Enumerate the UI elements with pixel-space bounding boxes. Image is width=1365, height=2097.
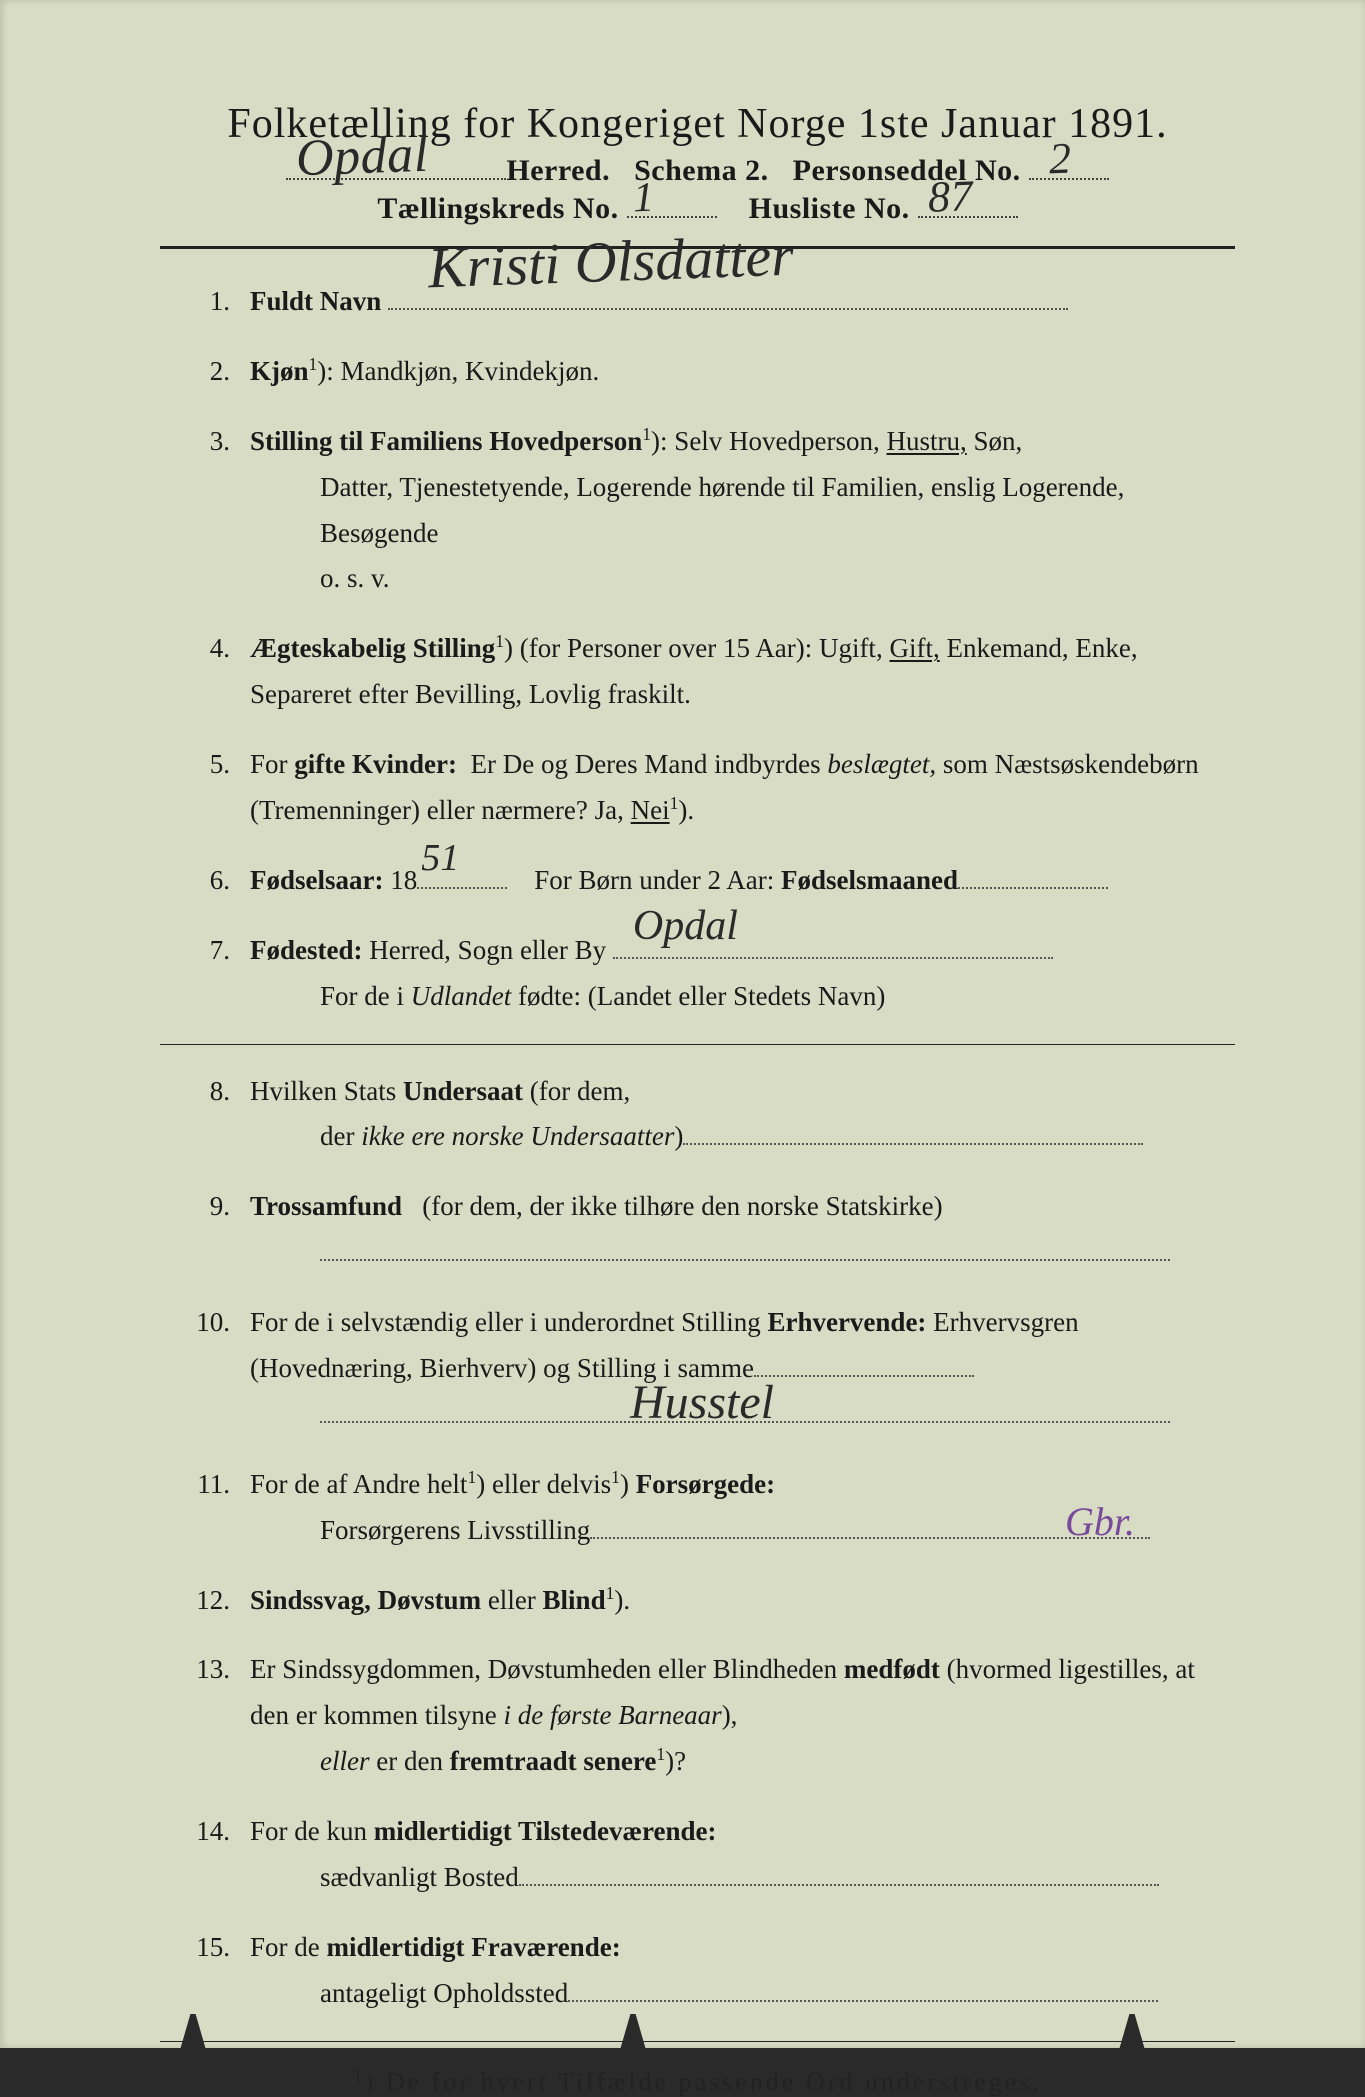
- provider-handwritten: Gbr.: [1065, 1488, 1135, 1556]
- label-fuldt-navn: Fuldt Navn: [250, 286, 381, 316]
- item-10: 10. For de i selvstændig eller i underor…: [160, 1300, 1235, 1438]
- page-tear-left: [180, 2014, 206, 2050]
- item-4: 4. Ægteskabelig Stilling1) (for Personer…: [160, 626, 1235, 718]
- header-row-2: Opdal Herred. Schema 2. Personseddel No.…: [160, 154, 1235, 188]
- occupation-handwritten: Husstel: [630, 1362, 774, 1444]
- hustru-underlined: Hustru,: [887, 426, 967, 456]
- item-14: 14. For de kun midlertidigt Tilstedevære…: [160, 1809, 1235, 1901]
- census-form-page: Folketælling for Kongeriget Norge 1ste J…: [0, 0, 1365, 2048]
- footnote: 1) De for hvert Tilfælde passende Ord un…: [160, 2066, 1235, 2097]
- item-5: 5. For gifte Kvinder: Er De og Deres Man…: [160, 742, 1235, 834]
- item-8: 8. Hvilken Stats Undersaat (for dem, der…: [160, 1069, 1235, 1161]
- personseddel-no: 2: [1048, 133, 1072, 185]
- husliste-no: 87: [927, 170, 974, 223]
- schema-label: Schema 2.: [634, 154, 769, 187]
- nei-underlined: Nei: [631, 795, 670, 825]
- gift-underlined: Gift,: [889, 633, 939, 663]
- item-13: 13. Er Sindssygdommen, Døvstumheden elle…: [160, 1647, 1235, 1785]
- item-3: 3. Stilling til Familiens Hovedperson1):…: [160, 419, 1235, 603]
- name-handwritten: Kristi Olsdatter: [426, 207, 795, 318]
- herred-label: Herred.: [506, 154, 610, 187]
- birthyear-handwritten: 51: [421, 826, 459, 891]
- page-tear-mid: [620, 2014, 646, 2050]
- personseddel-label: Personseddel No.: [793, 154, 1021, 187]
- item-2: 2. Kjøn1): Mandkjøn, Kvindekjøn.: [160, 349, 1235, 395]
- divider-bottom: [160, 2041, 1235, 2042]
- page-tear-right: [1119, 2014, 1145, 2050]
- item-12: 12. Sindssvag, Døvstum eller Blind1).: [160, 1578, 1235, 1624]
- item-15: 15. For de midlertidigt Fraværende: anta…: [160, 1925, 1235, 2017]
- form-header: Folketælling for Kongeriget Norge 1ste J…: [160, 100, 1235, 226]
- herred-handwritten: Opdal: [295, 125, 429, 189]
- item-9: 9. Trossamfund (for dem, der ikke tilhør…: [160, 1184, 1235, 1276]
- item-1: 1. Fuldt Navn Kristi Olsdatter: [160, 279, 1235, 325]
- divider-mid-1: [160, 1044, 1235, 1045]
- item-11: 11. For de af Andre helt1) eller delvis1…: [160, 1462, 1235, 1554]
- item-7: 7. Fødested: Herred, Sogn eller By Opdal…: [160, 928, 1235, 1020]
- birthplace-handwritten: Opdal: [633, 891, 738, 962]
